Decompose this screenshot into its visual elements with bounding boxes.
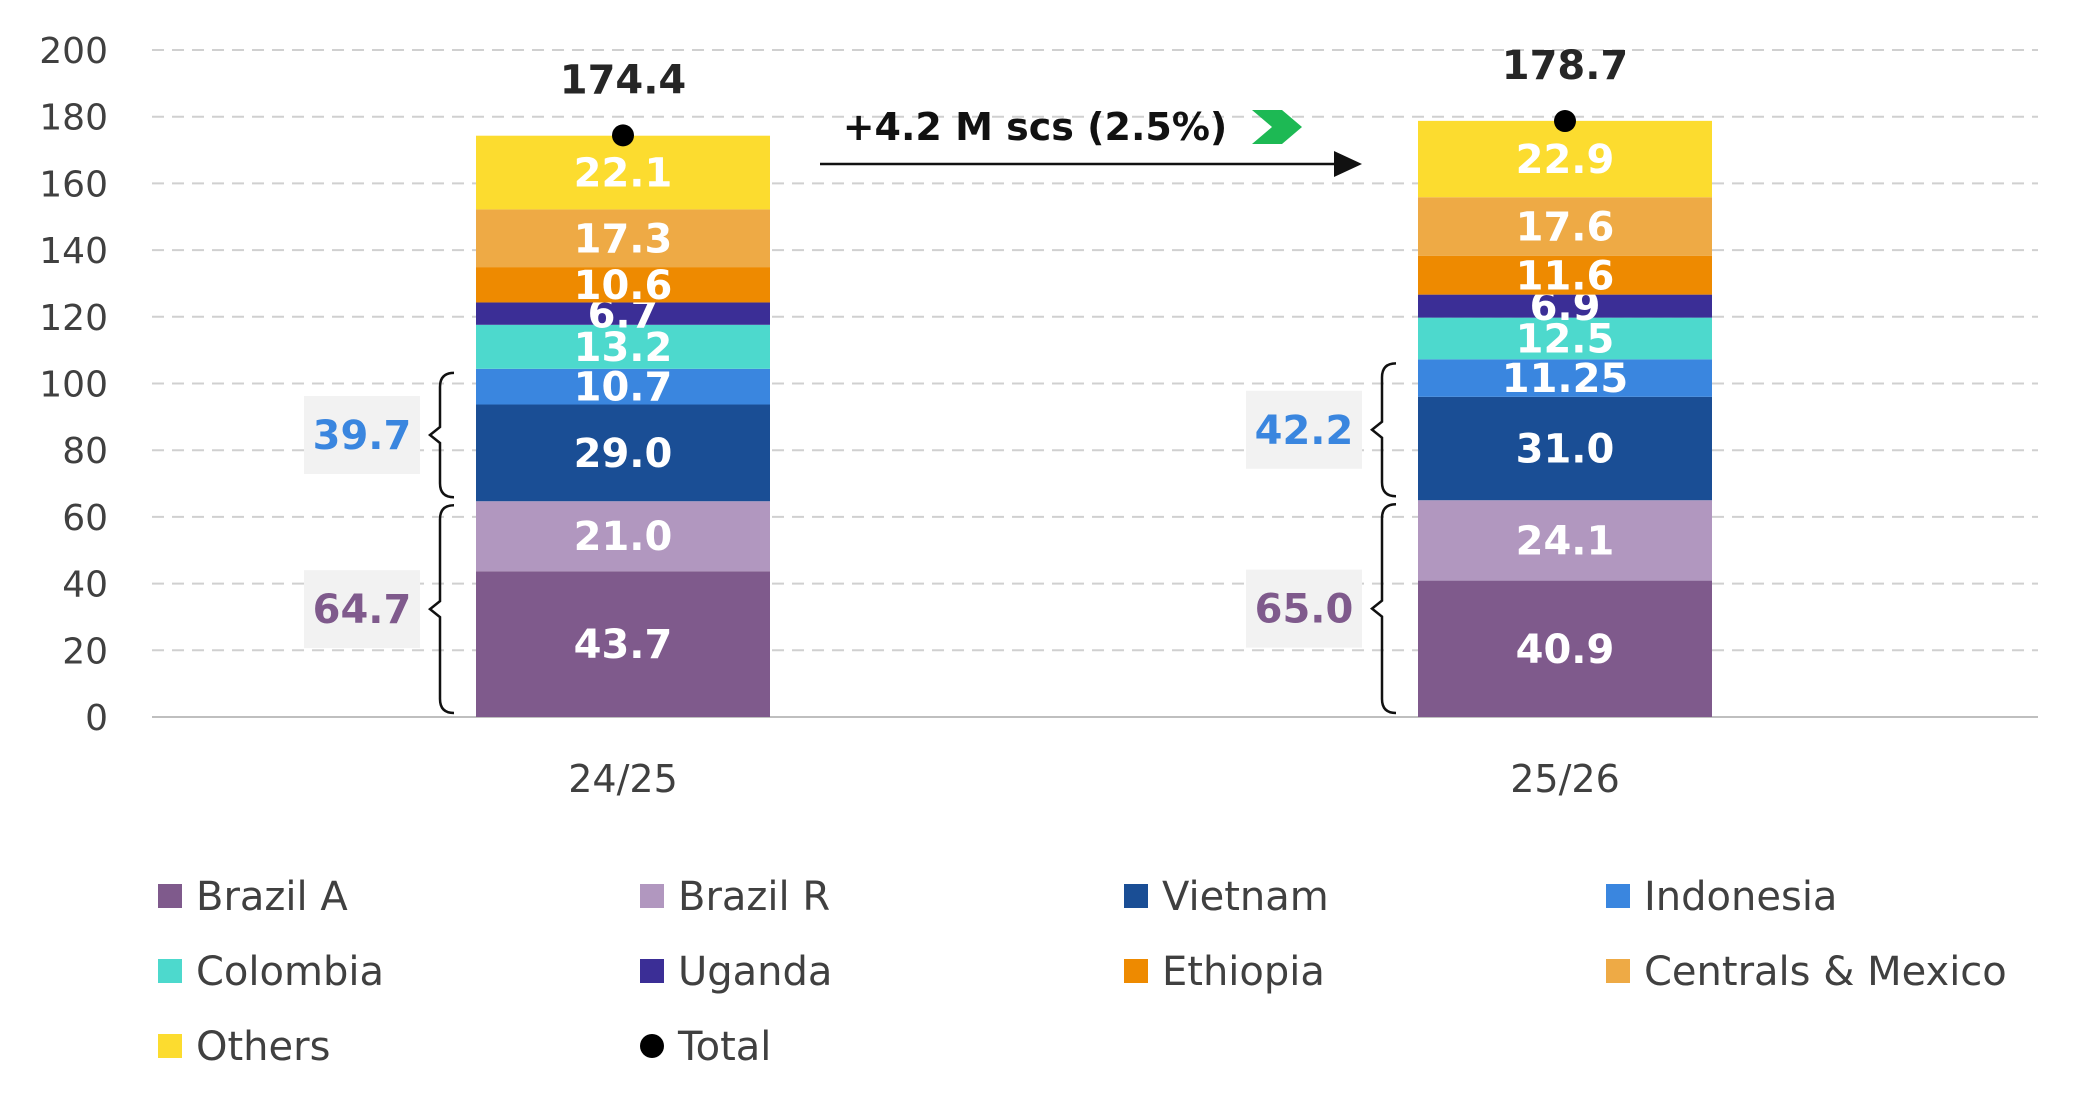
x-tick-label: 25/26 <box>1510 757 1620 801</box>
y-tick-label: 80 <box>62 431 108 472</box>
data-label: 10.7 <box>574 365 673 411</box>
group-label: 64.7 <box>313 587 412 633</box>
y-tick-label: 0 <box>85 698 108 739</box>
legend-marker <box>640 1034 664 1058</box>
y-tick-label: 60 <box>62 498 108 539</box>
data-label: 22.1 <box>574 151 673 197</box>
change-arrow-head <box>1334 151 1362 177</box>
bar-segment <box>476 209 770 268</box>
data-label: 13.2 <box>574 325 673 371</box>
bar-segment <box>1418 500 1712 581</box>
data-label: 22.9 <box>1516 137 1615 183</box>
bar-segment <box>1418 294 1712 318</box>
bar-segment <box>1418 580 1712 717</box>
legend-swatch <box>1606 884 1630 908</box>
group-label: 39.7 <box>313 413 412 459</box>
bar-segment <box>1418 396 1712 501</box>
group-bracket <box>1369 362 1397 498</box>
legend-swatch <box>158 1034 182 1058</box>
y-tick-label: 20 <box>62 631 108 672</box>
data-label: 11.6 <box>1516 253 1615 299</box>
bar-segment <box>1418 317 1712 360</box>
data-label: 12.5 <box>1516 316 1615 362</box>
legend-swatch <box>1124 959 1148 983</box>
legend-label: Brazil A <box>196 874 348 920</box>
y-tick-label: 100 <box>39 365 108 406</box>
bar-segment <box>476 267 770 303</box>
bar-segment <box>1418 359 1712 397</box>
bar-segment <box>476 368 770 405</box>
change-label: +4.2 M scs (2.5%) <box>843 105 1228 149</box>
bar-segment <box>1418 197 1712 256</box>
chevron-icon <box>1252 110 1302 144</box>
y-tick-label: 140 <box>39 231 108 272</box>
legend-swatch <box>1124 884 1148 908</box>
bar-segment <box>476 404 770 502</box>
legend-swatch <box>158 884 182 908</box>
legend-swatch <box>640 959 664 983</box>
group-bracket <box>427 503 455 715</box>
group-bracket <box>1369 502 1397 715</box>
data-label: 11.25 <box>1502 356 1629 402</box>
legend-label: Brazil R <box>678 874 830 920</box>
y-tick-label: 120 <box>39 298 108 339</box>
group-label-box <box>304 396 420 475</box>
data-label: 31.0 <box>1516 427 1615 473</box>
legend-label: Centrals & Mexico <box>1644 949 2007 995</box>
bar-segment <box>476 324 770 369</box>
bar-segment <box>476 571 770 717</box>
group-bracket <box>427 371 455 499</box>
legend-swatch <box>640 884 664 908</box>
group-label: 42.2 <box>1255 408 1354 454</box>
group-label-box <box>304 570 420 649</box>
bar-segment <box>1418 255 1712 295</box>
y-tick-label: 40 <box>62 565 108 606</box>
legend-label: Uganda <box>678 949 832 995</box>
data-label: 21.0 <box>574 514 673 560</box>
legend-label: Vietnam <box>1162 874 1329 920</box>
data-label: 43.7 <box>574 622 673 668</box>
legend-label: Indonesia <box>1644 874 1837 920</box>
legend-label: Others <box>196 1024 330 1070</box>
data-label: 24.1 <box>1516 518 1615 564</box>
bar-segment <box>476 501 770 572</box>
legend-label: Ethiopia <box>1162 949 1325 995</box>
data-label: 29.0 <box>574 431 673 477</box>
bar-segment <box>476 135 770 210</box>
x-tick-label: 24/25 <box>568 757 678 801</box>
y-tick-label: 200 <box>39 31 108 72</box>
group-label-box <box>1246 390 1362 469</box>
legend-swatch <box>1606 959 1630 983</box>
data-label: 10.6 <box>574 263 673 309</box>
data-label: 40.9 <box>1516 627 1615 673</box>
data-label: 17.6 <box>1516 205 1615 251</box>
bar-segment <box>476 302 770 325</box>
total-label: 178.7 <box>1502 43 1629 89</box>
total-marker <box>1554 110 1576 133</box>
total-marker <box>612 124 634 147</box>
legend-label: Total <box>677 1024 771 1070</box>
y-tick-label: 160 <box>39 164 108 205</box>
data-label: 17.3 <box>574 216 673 262</box>
group-label: 65.0 <box>1255 587 1354 633</box>
total-label: 174.4 <box>560 57 687 103</box>
legend-swatch <box>158 959 182 983</box>
legend-label: Colombia <box>196 949 384 995</box>
y-tick-label: 180 <box>39 98 108 139</box>
group-label-box <box>1246 569 1362 648</box>
bar-segment <box>1418 120 1712 198</box>
